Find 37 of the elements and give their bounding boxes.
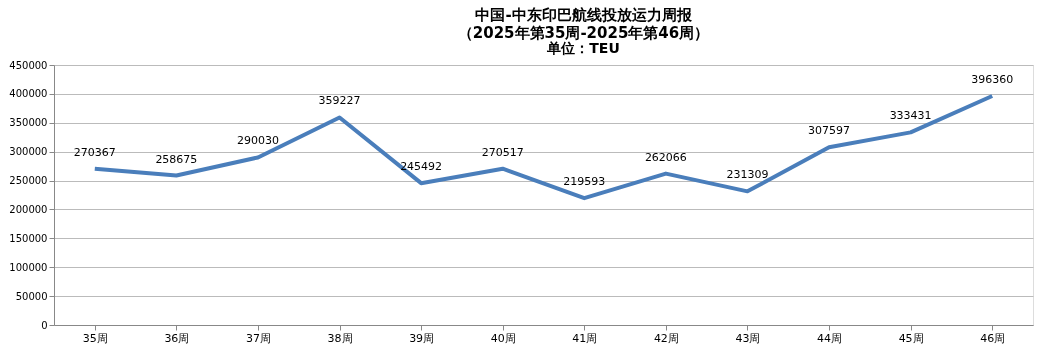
text: 中国-中东印巴航线投放运力周报: [475, 6, 692, 24]
x-tick-label: 37周: [245, 331, 271, 345]
data-label: 219593: [563, 175, 606, 189]
data-label: 270367: [73, 145, 116, 159]
data-label: 359227: [318, 94, 361, 108]
y-tick-label: 450000: [9, 59, 48, 71]
x-tick-label: 46周: [980, 331, 1006, 345]
data-label: 258675: [155, 152, 198, 166]
y-tick-label: 250000: [9, 175, 48, 187]
data-label: 333431: [889, 109, 932, 123]
data-label: 245492: [400, 160, 443, 174]
chart-subtitle: 单位：TEU: [546, 40, 620, 56]
y-tick-label: 0: [41, 319, 48, 331]
x-tick-label: 39周: [409, 331, 435, 345]
x-tick-label: 38周: [327, 331, 353, 345]
x-tick-label: 36周: [164, 331, 190, 345]
data-label: 396360: [971, 72, 1014, 86]
data-label: 307597: [808, 124, 851, 138]
x-tick-label: 45周: [898, 331, 924, 345]
x-tick-label: 40周: [490, 331, 516, 345]
data-label: 270517: [481, 145, 524, 159]
x-tick-label: 43周: [735, 331, 761, 345]
data-label: 262066: [644, 150, 687, 164]
x-tick-label: 35周: [82, 331, 108, 345]
data-label: 231309: [726, 168, 769, 182]
x-tick-label: 41周: [572, 331, 598, 345]
y-tick-label: 150000: [9, 232, 48, 244]
y-tick-label: 400000: [9, 88, 48, 100]
y-tick-label: 200000: [9, 203, 48, 215]
y-tick-label: 100000: [9, 261, 48, 273]
y-tick-label: 50000: [15, 290, 48, 302]
data-label: 290030: [236, 134, 279, 148]
y-tick-label: 300000: [9, 146, 48, 158]
x-tick-label: 42周: [653, 331, 679, 345]
y-tick-label: 350000: [9, 117, 48, 129]
text: （2025年第35周-2025年第46周）: [457, 24, 710, 42]
x-tick-label: 44周: [817, 331, 843, 345]
